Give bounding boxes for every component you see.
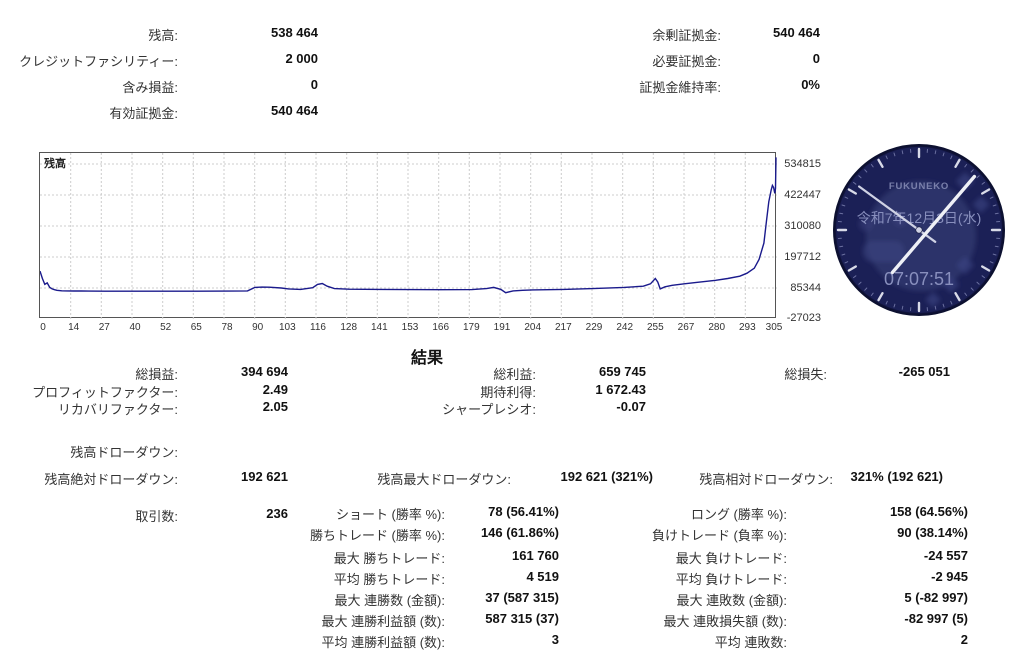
svg-text:FUKUNEKO: FUKUNEKO	[889, 181, 949, 192]
svg-text:令和7年12月3日(水): 令和7年12月3日(水)	[857, 210, 981, 226]
